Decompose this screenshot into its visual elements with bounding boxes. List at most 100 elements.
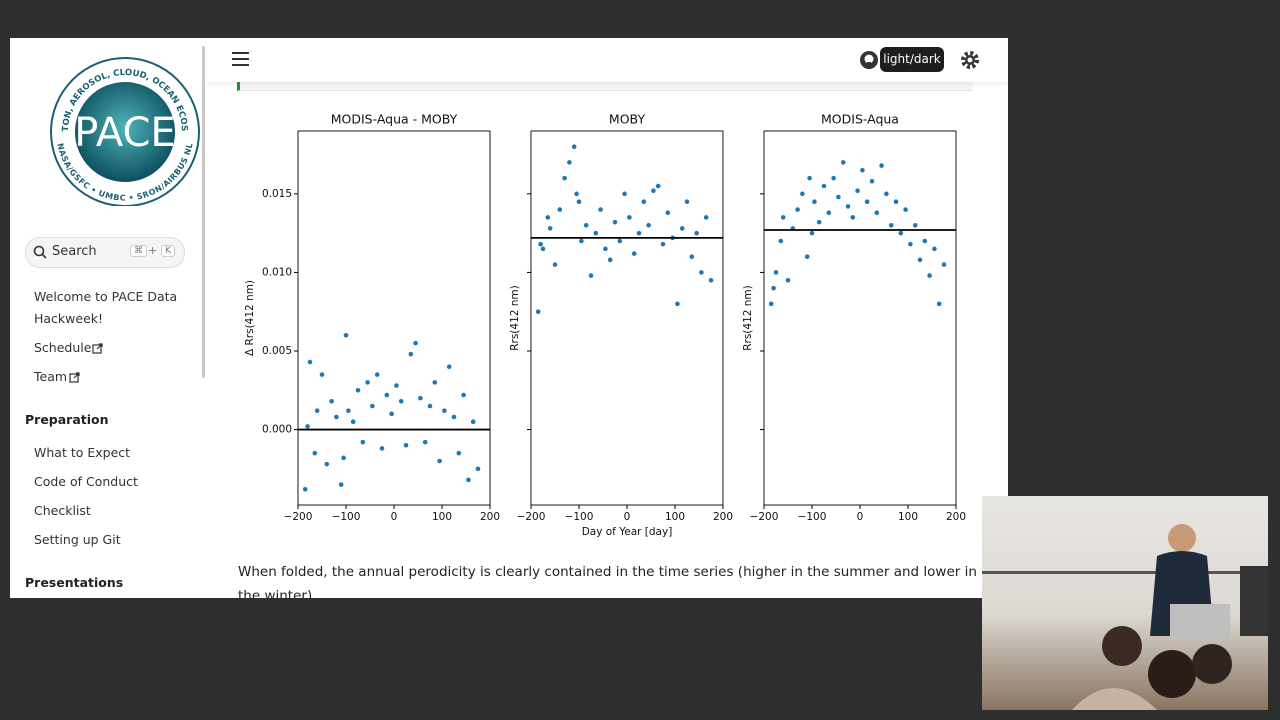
external-icon	[92, 343, 103, 354]
nav-link[interactable]: Code of Conduct	[34, 474, 138, 489]
point	[708, 277, 714, 283]
point	[636, 230, 642, 236]
point	[778, 238, 784, 244]
point	[588, 273, 594, 278]
point	[355, 387, 361, 393]
point	[451, 414, 457, 420]
point	[869, 178, 875, 184]
point	[437, 458, 442, 464]
nav-link[interactable]: Welcome to PACE Data Hackweek!	[34, 289, 178, 326]
theme-toggle[interactable]	[959, 49, 981, 71]
point	[461, 392, 466, 398]
point	[768, 301, 774, 307]
point	[699, 270, 704, 275]
plot-frame	[763, 130, 957, 506]
point	[341, 455, 346, 461]
point	[675, 301, 680, 307]
point	[912, 222, 918, 228]
point	[319, 372, 325, 377]
point	[334, 414, 339, 420]
point	[427, 403, 433, 409]
point	[836, 194, 841, 200]
point	[780, 215, 786, 220]
point	[893, 199, 899, 205]
external-icon	[69, 372, 80, 383]
tooltip: light/dark	[880, 47, 944, 72]
search-box[interactable]: Search ⌘ + K	[25, 237, 185, 268]
point	[821, 183, 827, 189]
y-tick-label: 0.010	[262, 266, 292, 278]
point	[456, 450, 462, 456]
point	[557, 207, 563, 212]
point	[538, 241, 543, 247]
point	[660, 241, 666, 247]
x-tick-label: 0	[857, 511, 864, 523]
search-icon	[33, 245, 47, 259]
nav-link[interactable]: Schedule	[34, 337, 91, 359]
menu-button[interactable]	[231, 50, 251, 68]
point	[547, 226, 553, 231]
point	[809, 230, 815, 236]
x-tick-label: −200	[517, 511, 546, 523]
x-tick-label: −100	[565, 511, 594, 523]
github-icon[interactable]	[859, 50, 879, 70]
nav-link[interactable]: What to Expect	[34, 445, 131, 460]
nav-link-text: Schedule	[34, 340, 92, 355]
point	[679, 226, 685, 231]
video-inset	[982, 496, 1268, 710]
point	[379, 446, 385, 451]
x-tick-label: −200	[284, 511, 313, 523]
sidebar: PLANKTON, AEROSOL, CLOUD, OCEAN ECOSYSTE…	[10, 38, 205, 598]
point	[545, 215, 551, 220]
subplot-title: MODIS-Aqua	[821, 112, 899, 127]
point	[874, 210, 880, 216]
point	[540, 246, 546, 252]
point	[422, 439, 428, 445]
browser-window: PLANKTON, AEROSOL, CLOUD, OCEAN ECOSYSTE…	[10, 38, 1008, 598]
point	[535, 309, 541, 315]
point	[655, 183, 661, 189]
nav-link[interactable]: Setting up Git	[34, 532, 121, 547]
point	[574, 191, 579, 197]
point	[898, 230, 904, 236]
point	[622, 191, 627, 197]
nav-link[interactable]: Team	[34, 366, 67, 388]
point	[398, 398, 404, 404]
point	[941, 262, 947, 267]
point	[864, 199, 870, 205]
x-tick-label: 0	[391, 511, 398, 523]
x-axis-label: Day of Year [day]	[582, 526, 673, 538]
point	[694, 230, 699, 236]
point	[917, 257, 923, 263]
logo-title: PACE	[74, 110, 175, 156]
search-key: +	[148, 244, 158, 257]
point	[403, 442, 409, 448]
point	[641, 199, 647, 205]
point	[612, 219, 618, 225]
point	[773, 270, 779, 275]
point	[826, 210, 832, 216]
y-axis-label: Δ Rrs(412 nm)	[244, 280, 256, 356]
point	[567, 160, 572, 165]
point	[442, 408, 447, 414]
point	[350, 419, 356, 425]
point	[302, 486, 308, 492]
logo: PLANKTON, AEROSOL, CLOUD, OCEAN ECOSYSTE…	[50, 56, 200, 206]
point	[936, 301, 942, 307]
point	[831, 175, 836, 181]
search-key: ⌘	[130, 245, 147, 257]
point	[795, 207, 800, 212]
point	[432, 380, 438, 385]
point	[884, 191, 889, 197]
nav-section-title: Preparation	[25, 412, 109, 427]
x-tick-label: 200	[480, 511, 500, 523]
scrollbar[interactable]	[202, 46, 205, 378]
point	[324, 461, 330, 467]
point	[932, 246, 937, 252]
point	[470, 419, 476, 425]
y-tick-label: 0.015	[262, 188, 292, 200]
nav-link[interactable]: Checklist	[34, 503, 91, 518]
point	[607, 257, 613, 263]
point	[370, 403, 375, 409]
point	[804, 254, 810, 260]
